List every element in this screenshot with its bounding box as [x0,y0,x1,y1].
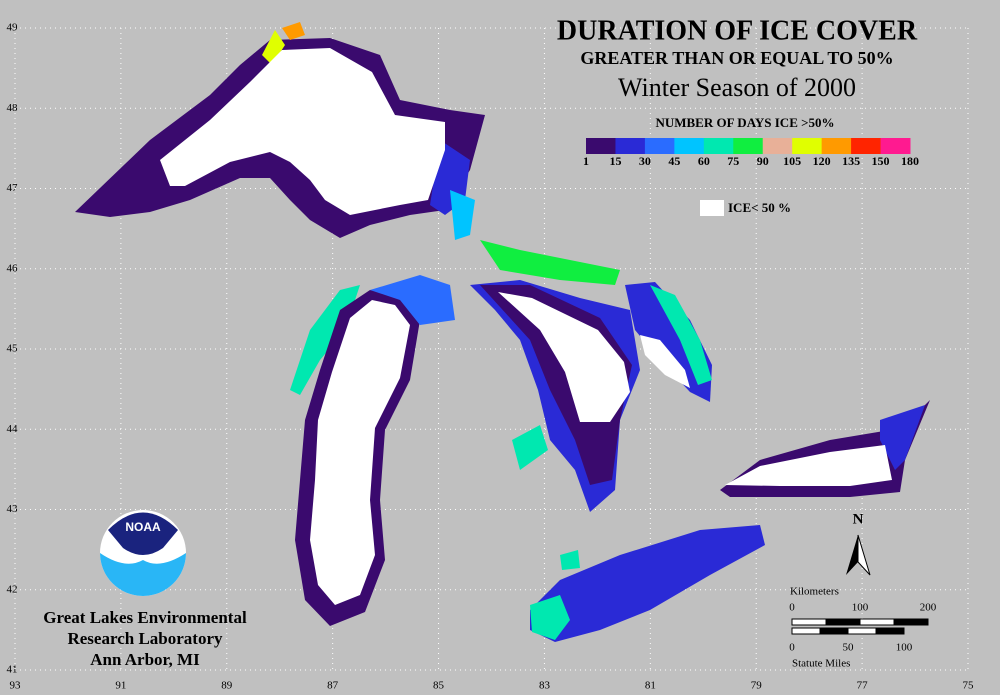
lab-line: Ann Arbor, MI [90,650,200,669]
legend-label: 135 [842,154,860,168]
georgian-bay-white [640,335,690,388]
georgian-bay [625,282,712,402]
scale-label: 200 [920,602,937,614]
legend: 1 15 30 45 60 75 90 105 120 135 150 180 [583,138,919,168]
saginaw-bay [512,425,548,470]
north-label: N [853,511,864,527]
legend-label: 180 [901,154,919,168]
ice-swatch [700,200,724,216]
legend-swatch [792,138,823,154]
title: DURATION OF ICE COVER [557,15,918,46]
scale-label: 0 [789,602,795,614]
legend-label: 120 [813,154,831,168]
lon-label: 87 [327,680,339,692]
scale-label: 100 [852,602,869,614]
lake-huron-white [498,292,630,422]
lon-label: 91 [115,680,126,692]
lake-st-clair [560,550,580,570]
lon-label: 93 [10,680,22,692]
lake-superior-north [262,30,285,65]
lon-label: 85 [433,680,445,692]
scale-label: 100 [896,642,913,654]
lake-superior-white [160,48,445,215]
logo-bird [108,512,178,555]
lat-label: 48 [7,102,19,114]
lab-line: Great Lakes Environmental [43,608,247,627]
lat-label: 41 [7,664,18,676]
lake-michigan-north [370,275,455,325]
lake-michigan-white [310,300,410,605]
lat-label: 44 [7,423,19,435]
lon-label: 89 [221,680,233,692]
lat-label: 46 [7,262,19,274]
legend-label: 105 [783,154,801,168]
lat-label: 45 [7,343,19,355]
north-arrow [846,535,858,575]
lon-label: 75 [963,680,975,692]
lat-label: 42 [7,583,18,595]
scale-label: 50 [843,642,855,654]
legend-label: 1 [583,154,589,168]
north-channel [480,240,620,285]
legend-label: 45 [668,154,680,168]
legend-label: 90 [757,154,769,168]
lake-superior-north [282,22,305,40]
lon-label: 77 [857,680,869,692]
north-arrow [857,534,871,576]
legend-label: 75 [727,154,739,168]
legend-swatch [880,138,911,154]
legend-swatch [851,138,882,154]
lon-label: 79 [751,680,763,692]
legend-label: 30 [639,154,651,168]
legend-title: NUMBER OF DAYS ICE >50% [655,115,834,130]
legend-label: 15 [609,154,621,168]
scale-title: Kilometers [790,586,839,598]
scale-title: Statute Miles [792,658,850,670]
scale-label: 0 [789,642,795,654]
lake-erie-west [530,595,570,640]
legend-swatch [762,138,793,154]
legend-swatch [821,138,852,154]
legend-label: 150 [872,154,890,168]
lake-ontario-white [725,445,892,486]
logo-wave [100,553,186,596]
legend-swatch [644,138,675,154]
lat-label: 47 [7,182,19,194]
georgian-bay-edge [650,285,712,385]
lake-erie-ice [530,525,765,642]
lon-label: 81 [645,680,656,692]
season: Winter Season of 2000 [618,73,856,102]
legend-swatch [615,138,646,154]
lon-label: 83 [539,680,551,692]
ice-label: ICE< 50 % [728,200,791,215]
legend-swatch [674,138,705,154]
lake-superior-edge [450,190,475,240]
lake-ontario-east [880,405,925,470]
lab-line: Research Laboratory [67,629,223,648]
legend-label: 60 [698,154,710,168]
subtitle: GREATER THAN OR EQUAL TO 50% [580,48,893,68]
legend-swatch [733,138,764,154]
logo-text: NOAA [125,520,161,534]
lat-label: 49 [7,22,19,34]
lat-label: 43 [7,503,19,515]
legend-swatch [586,138,616,154]
legend-swatch [703,138,734,154]
scale-bar [791,618,929,635]
